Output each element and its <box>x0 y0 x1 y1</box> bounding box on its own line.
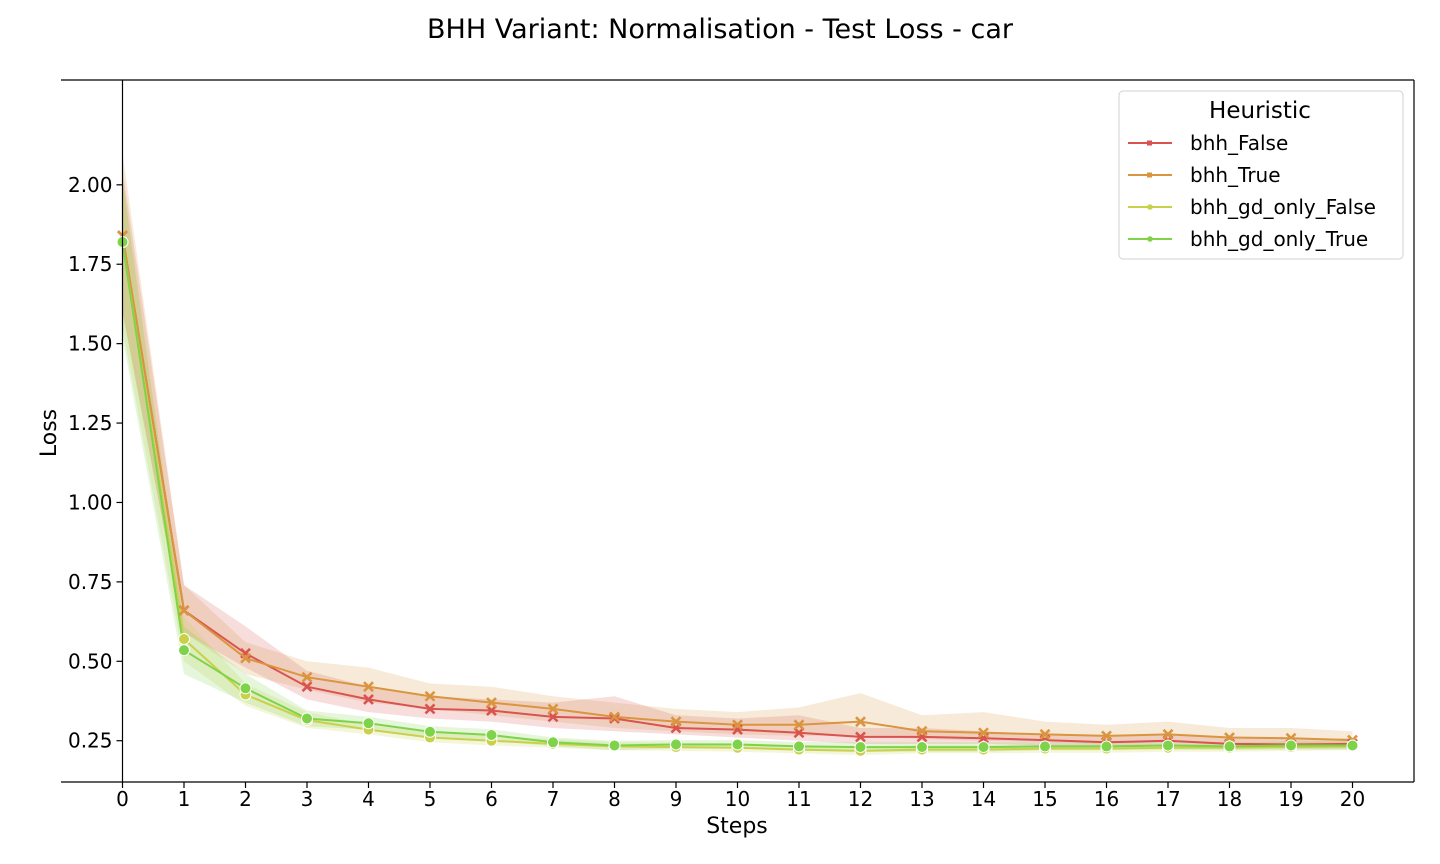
data-point-bhh_False <box>547 711 559 723</box>
data-point-bhh_gd_only_True <box>670 738 682 751</box>
y-tick-label: 0.75 <box>68 570 113 594</box>
legend-item-bhh_True: bhh_True <box>1128 163 1281 187</box>
legend-swatch-marker <box>1147 140 1152 146</box>
data-point-bhh_gd_only_True <box>1285 739 1297 752</box>
y-tick-label: 1.25 <box>68 411 113 435</box>
legend-swatch-marker <box>1147 204 1153 210</box>
x-tick-label: 17 <box>1155 787 1180 811</box>
x-tick-label: 10 <box>725 787 750 811</box>
y-tick-label: 0.50 <box>68 649 113 673</box>
data-point-bhh_gd_only_True <box>485 728 498 741</box>
data-point-bhh_gd_only_True <box>424 725 436 738</box>
x-tick-label: 14 <box>971 787 996 811</box>
data-point-bhh_True <box>1162 728 1174 740</box>
x-tick-label: 0 <box>116 787 129 811</box>
x-tick-label: 11 <box>786 787 811 811</box>
legend-label: bhh_False <box>1190 131 1288 155</box>
chart-title: BHH Variant: Normalisation - Test Loss -… <box>427 14 1014 45</box>
data-point-bhh_gd_only_True <box>793 740 805 753</box>
x-tick-label: 3 <box>301 787 314 811</box>
data-point-bhh_gd_only_True <box>178 644 190 657</box>
legend-item-bhh_gd_only_False: bhh_gd_only_False <box>1128 195 1376 219</box>
data-point-bhh_True <box>978 727 989 739</box>
data-point-bhh_False <box>486 705 497 716</box>
x-tick-label: 19 <box>1278 787 1303 811</box>
data-point-bhh_True <box>670 716 682 728</box>
x-tick-label: 1 <box>178 787 191 811</box>
x-tick-label: 4 <box>362 787 375 811</box>
data-point-bhh_gd_only_False <box>178 633 190 646</box>
data-point-bhh_True <box>609 711 620 723</box>
data-point-bhh_False <box>424 703 436 715</box>
data-point-bhh_gd_only_True <box>1162 739 1174 752</box>
legend: Heuristic bhh_False bhh_True bhh_gd_only_F… <box>1118 90 1404 260</box>
legend-item-bhh_gd_only_True: bhh_gd_only_True <box>1128 227 1368 251</box>
x-tick-label: 8 <box>608 787 621 811</box>
x-tick-label: 7 <box>547 787 560 811</box>
data-point-bhh_True <box>1039 728 1051 740</box>
data-point-bhh_True <box>547 703 559 715</box>
data-point-bhh_True <box>855 716 866 728</box>
x-tick-label: 20 <box>1340 787 1365 811</box>
y-axis-title: Loss <box>37 409 62 457</box>
legend-items: bhh_False bhh_True bhh_gd_only_False bhh_gd… <box>1128 131 1376 251</box>
legend-item-bhh_False: bhh_False <box>1128 131 1288 155</box>
x-tick-label: 6 <box>485 787 498 811</box>
legend-swatch-marker <box>1147 172 1152 178</box>
data-point-bhh_True <box>1101 730 1112 742</box>
y-tick-label: 2.00 <box>68 173 113 197</box>
data-point-bhh_gd_only_True <box>1039 740 1051 753</box>
legend-swatch-marker <box>1147 236 1153 242</box>
data-point-bhh_True <box>1224 732 1235 743</box>
legend-title: Heuristic <box>1209 98 1311 124</box>
data-point-bhh_gd_only_True <box>731 738 744 751</box>
x-ticks: 0 1 2 3 4 5 6 7 8 9 10 11 12 13 14 15 16 17 18 19 20 <box>116 782 1365 811</box>
data-point-bhh_gd_only_True <box>977 741 990 754</box>
x-tick-label: 2 <box>239 787 252 811</box>
legend-label: bhh_gd_only_True <box>1190 227 1368 251</box>
data-point-bhh_True <box>178 605 190 616</box>
data-point-bhh_gd_only_True <box>608 739 621 752</box>
data-point-bhh_gd_only_True <box>362 717 375 730</box>
data-point-bhh_True <box>732 719 743 731</box>
data-point-bhh_gd_only_True <box>1100 740 1113 753</box>
data-point-bhh_True <box>240 652 251 664</box>
legend-label: bhh_gd_only_False <box>1190 195 1376 219</box>
data-point-bhh_gd_only_True <box>1346 739 1359 752</box>
data-point-bhh_True <box>916 725 928 737</box>
data-point-bhh_True <box>301 671 313 683</box>
y-tick-label: 0.25 <box>68 729 113 753</box>
data-point-bhh_False <box>363 693 374 705</box>
data-point-bhh_gd_only_True <box>916 741 928 754</box>
x-tick-label: 18 <box>1217 787 1242 811</box>
data-point-bhh_gd_only_True <box>547 736 559 749</box>
x-tick-label: 13 <box>909 787 934 811</box>
y-ticks: 0.25 0.50 0.75 1.00 1.25 1.50 1.75 2.00 <box>68 173 123 753</box>
x-tick-label: 15 <box>1032 787 1057 811</box>
y-tick-label: 1.50 <box>68 332 113 356</box>
data-point-bhh_True <box>486 697 497 709</box>
x-tick-label: 5 <box>424 787 437 811</box>
y-tick-label: 1.00 <box>68 490 113 514</box>
legend-box <box>1118 90 1404 260</box>
data-point-bhh_gd_only_True <box>239 682 252 695</box>
data-point-bhh_True <box>363 681 374 693</box>
data-point-bhh_gd_only_True <box>301 712 313 725</box>
x-tick-label: 12 <box>848 787 873 811</box>
series-markers <box>116 230 1359 757</box>
data-point-bhh_False <box>855 731 866 743</box>
data-point-bhh_True <box>424 690 436 702</box>
y-tick-label: 1.75 <box>68 252 113 276</box>
legend-label: bhh_True <box>1190 163 1281 187</box>
x-axis-title: Steps <box>706 814 768 839</box>
data-point-bhh_False <box>301 681 313 693</box>
data-point-bhh_False <box>793 727 805 739</box>
x-tick-label: 9 <box>670 787 683 811</box>
x-tick-label: 16 <box>1094 787 1119 811</box>
data-point-bhh_True <box>793 719 805 731</box>
data-point-bhh_gd_only_True <box>1223 740 1236 753</box>
data-point-bhh_gd_only_True <box>854 741 867 754</box>
